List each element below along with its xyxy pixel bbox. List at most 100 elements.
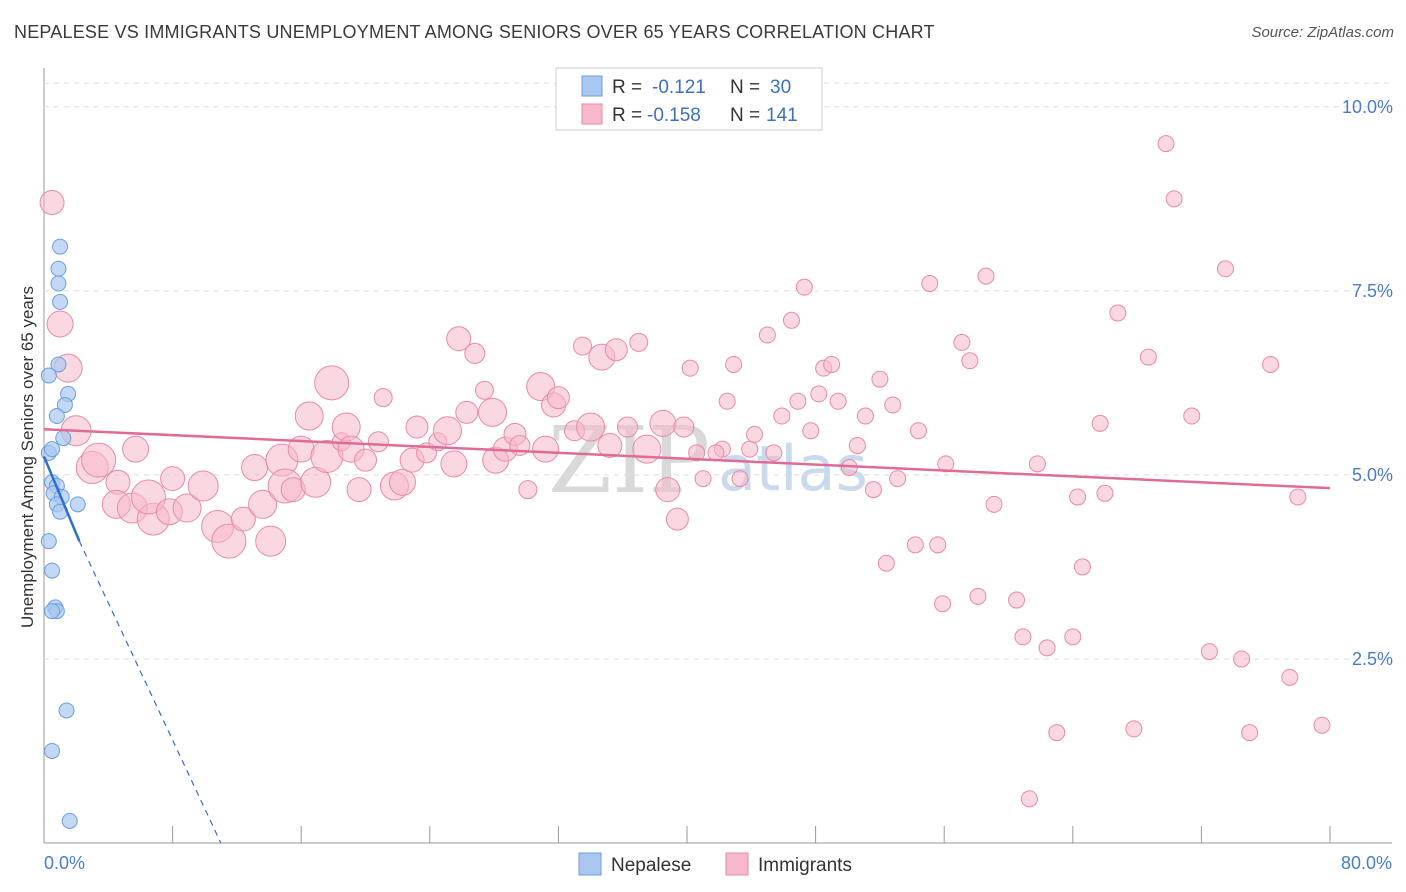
legend-swatch-nepalese — [581, 75, 603, 97]
bottom-legend-immigrants: Immigrants — [758, 855, 852, 876]
immigrants-point — [906, 536, 924, 554]
immigrants-point — [130, 479, 166, 515]
immigrants-point — [707, 444, 725, 462]
immigrants-point — [604, 338, 628, 362]
immigrants-point — [649, 409, 677, 437]
immigrants-point — [532, 435, 560, 463]
immigrants-point — [211, 523, 247, 559]
immigrants-point — [937, 455, 955, 473]
immigrants-point — [741, 440, 759, 458]
nepalese-point — [55, 430, 72, 447]
immigrants-point — [921, 274, 939, 292]
immigrants-point — [823, 355, 841, 373]
y-tick-label: 5.0% — [1352, 465, 1393, 485]
immigrants-point — [230, 506, 256, 532]
immigrants-point — [455, 400, 479, 424]
immigrants-point — [617, 416, 639, 438]
immigrants-point — [474, 380, 494, 400]
immigrants-point — [789, 392, 807, 410]
immigrants-point — [1281, 668, 1299, 686]
immigrants-point — [1069, 488, 1087, 506]
nepalese-point — [44, 441, 61, 458]
immigrants-point — [961, 352, 979, 370]
immigrants-point — [440, 450, 468, 478]
immigrants-point — [294, 401, 324, 431]
immigrants-point — [405, 415, 429, 439]
immigrants-point — [1064, 628, 1082, 646]
legend-n-value-immigrants: 141 — [766, 105, 798, 126]
immigrants-point — [1008, 591, 1026, 609]
immigrants-trend-line — [43, 428, 1331, 490]
bottom-legend-nepalese: Nepalese — [611, 855, 691, 876]
nepalese-point — [50, 356, 67, 373]
nepalese-point — [52, 238, 69, 255]
legend-n-label-nepalese: N = — [730, 77, 760, 98]
immigrants-point — [367, 431, 389, 453]
immigrants-point — [346, 477, 372, 503]
x-tick-label-min: 0.0% — [44, 853, 85, 873]
immigrants-point — [782, 311, 800, 329]
nepalese-point — [50, 275, 67, 292]
nepalese-point — [40, 367, 57, 384]
immigrants-point — [802, 422, 820, 440]
immigrants-point — [255, 525, 287, 557]
immigrants-point — [1038, 639, 1056, 657]
immigrants-point — [1289, 488, 1307, 506]
nepalese-point — [48, 408, 65, 425]
immigrants-point — [1217, 260, 1235, 278]
immigrants-point — [718, 392, 736, 410]
immigrants-point — [160, 466, 186, 492]
immigrants-point — [909, 422, 927, 440]
chart-title: NEPALESE VS IMMIGRANTS UNEMPLOYMENT AMON… — [14, 22, 935, 42]
nepalese-point — [69, 496, 86, 513]
immigrants-point — [597, 432, 623, 458]
trend-lines — [42, 428, 1331, 844]
immigrants-point — [694, 470, 712, 488]
y-tick-label: 2.5% — [1352, 649, 1393, 669]
y-tick-label: 10.0% — [1342, 97, 1393, 117]
legend-r-value-immigrants: -0.158 — [647, 105, 701, 126]
immigrants-point — [1091, 414, 1109, 432]
immigrants-point — [1014, 628, 1032, 646]
immigrants-point — [889, 470, 907, 488]
legend-r-label-nepalese: R = — [612, 77, 642, 98]
immigrants-point — [871, 370, 889, 388]
immigrants-point — [518, 480, 538, 500]
nepalese-point — [44, 562, 61, 579]
y-tick-label: 7.5% — [1352, 281, 1393, 301]
immigrants-point — [829, 392, 847, 410]
immigrants-point — [929, 536, 947, 554]
immigrants-point — [773, 407, 791, 425]
nepalese-point — [61, 812, 78, 829]
immigrants-point — [46, 310, 74, 338]
immigrants-point — [1028, 455, 1046, 473]
immigrants-point — [81, 442, 117, 478]
immigrants-point — [1020, 790, 1038, 808]
immigrants-point — [884, 396, 902, 414]
legend-n-label-immigrants: N = — [730, 105, 760, 126]
immigrants-point — [464, 342, 486, 364]
stats-legend: R = -0.121 N = 30 R = -0.158 N = 141 — [555, 67, 823, 131]
immigrants-point — [688, 444, 706, 462]
immigrants-point — [1183, 407, 1201, 425]
immigrants-point — [877, 554, 895, 572]
immigrants-point — [1262, 355, 1280, 373]
x-ticks — [172, 826, 1331, 843]
grid-lines — [44, 82, 1392, 660]
immigrants-point — [576, 412, 606, 442]
immigrants-point — [388, 468, 416, 496]
immigrants-point — [1139, 348, 1157, 366]
nepalese-points — [40, 238, 86, 829]
nepalese-point — [50, 260, 67, 277]
immigrants-point — [985, 495, 1003, 513]
immigrants-point — [1200, 643, 1218, 661]
immigrants-point — [122, 435, 150, 463]
immigrants-point — [354, 448, 377, 472]
immigrants-point — [934, 595, 952, 613]
immigrants-point — [758, 326, 776, 344]
immigrants-point — [1313, 716, 1331, 734]
nepalese-point — [44, 603, 61, 620]
immigrants-point — [795, 278, 813, 296]
immigrants-point — [632, 434, 662, 464]
